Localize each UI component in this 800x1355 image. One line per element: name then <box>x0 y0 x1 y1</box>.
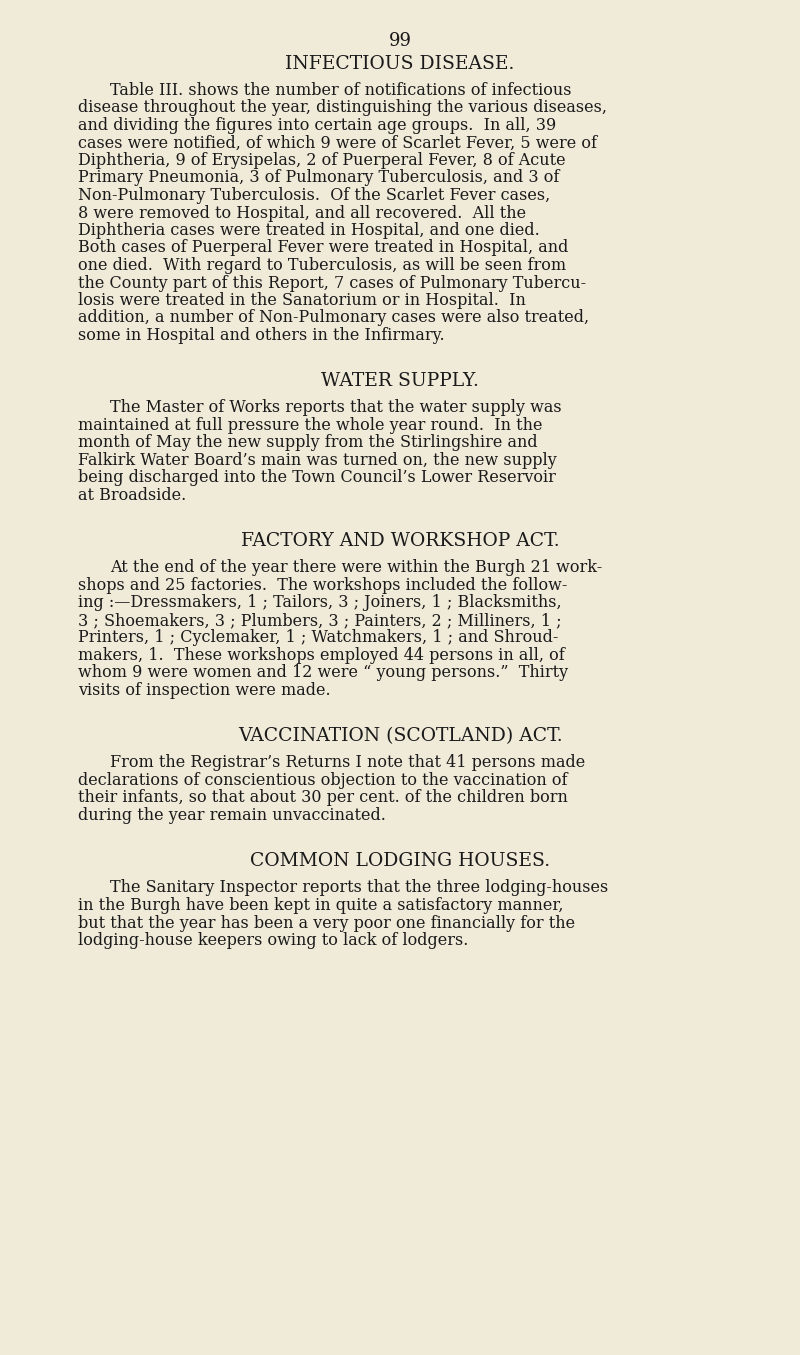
Text: 8 were removed to Hospital, and all recovered.  All the: 8 were removed to Hospital, and all reco… <box>78 205 526 221</box>
Text: but that the year has been a very poor one financially for the: but that the year has been a very poor o… <box>78 915 575 931</box>
Text: Falkirk Water Board’s main was turned on, the new supply: Falkirk Water Board’s main was turned on… <box>78 453 557 469</box>
Text: VACCINATION (SCOTLAND) ACT.: VACCINATION (SCOTLAND) ACT. <box>238 728 562 745</box>
Text: At the end of the year there were within the Burgh 21 work-: At the end of the year there were within… <box>110 560 602 576</box>
Text: Table III. shows the number of notifications of infectious: Table III. shows the number of notificat… <box>110 83 571 99</box>
Text: 3 ; Shoemakers, 3 ; Plumbers, 3 ; Painters, 2 ; Milliners, 1 ;: 3 ; Shoemakers, 3 ; Plumbers, 3 ; Painte… <box>78 612 562 629</box>
Text: maintained at full pressure the whole year round.  In the: maintained at full pressure the whole ye… <box>78 417 542 434</box>
Text: The Master of Works reports that the water supply was: The Master of Works reports that the wat… <box>110 400 562 416</box>
Text: month of May the new supply from the Stirlingshire and: month of May the new supply from the Sti… <box>78 435 538 451</box>
Text: some in Hospital and others in the Infirmary.: some in Hospital and others in the Infir… <box>78 327 445 344</box>
Text: visits of inspection were made.: visits of inspection were made. <box>78 682 330 699</box>
Text: Printers, 1 ; Cyclemaker, 1 ; Watchmakers, 1 ; and Shroud-: Printers, 1 ; Cyclemaker, 1 ; Watchmaker… <box>78 630 558 646</box>
Text: declarations of conscientious objection to the vaccination of: declarations of conscientious objection … <box>78 772 567 789</box>
Text: cases were notified, of which 9 were of Scarlet Fever, 5 were of: cases were notified, of which 9 were of … <box>78 134 597 152</box>
Text: addition, a number of Non-Pulmonary cases were also treated,: addition, a number of Non-Pulmonary case… <box>78 309 589 327</box>
Text: shops and 25 factories.  The workshops included the follow-: shops and 25 factories. The workshops in… <box>78 577 567 593</box>
Text: Diphtheria cases were treated in Hospital, and one died.: Diphtheria cases were treated in Hospita… <box>78 222 540 238</box>
Text: ing :—Dressmakers, 1 ; Tailors, 3 ; Joiners, 1 ; Blacksmiths,: ing :—Dressmakers, 1 ; Tailors, 3 ; Join… <box>78 595 562 611</box>
Text: their infants, so that about 30 per cent. of the children born: their infants, so that about 30 per cent… <box>78 790 568 806</box>
Text: WATER SUPPLY.: WATER SUPPLY. <box>321 373 479 390</box>
Text: one died.  With regard to Tuberculosis, as will be seen from: one died. With regard to Tuberculosis, a… <box>78 257 566 274</box>
Text: Diphtheria, 9 of Erysipelas, 2 of Puerperal Fever, 8 of Acute: Diphtheria, 9 of Erysipelas, 2 of Puerpe… <box>78 152 566 169</box>
Text: FACTORY AND WORKSHOP ACT.: FACTORY AND WORKSHOP ACT. <box>241 533 559 550</box>
Text: in the Burgh have been kept in quite a satisfactory manner,: in the Burgh have been kept in quite a s… <box>78 897 563 915</box>
Text: 99: 99 <box>389 33 411 50</box>
Text: being discharged into the Town Council’s Lower Reservoir: being discharged into the Town Council’s… <box>78 469 556 486</box>
Text: during the year remain unvaccinated.: during the year remain unvaccinated. <box>78 808 386 824</box>
Text: losis were treated in the Sanatorium or in Hospital.  In: losis were treated in the Sanatorium or … <box>78 291 526 309</box>
Text: and dividing the figures into certain age groups.  In all, 39: and dividing the figures into certain ag… <box>78 117 556 134</box>
Text: From the Registrar’s Returns I note that 41 persons made: From the Registrar’s Returns I note that… <box>110 755 586 771</box>
Text: at Broadside.: at Broadside. <box>78 486 186 504</box>
Text: Non-Pulmonary Tuberculosis.  Of the Scarlet Fever cases,: Non-Pulmonary Tuberculosis. Of the Scarl… <box>78 187 550 205</box>
Text: the County part of this Report, 7 cases of Pulmonary Tubercu-: the County part of this Report, 7 cases … <box>78 275 586 291</box>
Text: makers, 1.  These workshops employed 44 persons in all, of: makers, 1. These workshops employed 44 p… <box>78 646 565 664</box>
Text: Primary Pneumonia, 3 of Pulmonary Tuberculosis, and 3 of: Primary Pneumonia, 3 of Pulmonary Tuberc… <box>78 169 559 187</box>
Text: whom 9 were women and 12 were “ young persons.”  Thirty: whom 9 were women and 12 were “ young pe… <box>78 664 568 682</box>
Text: lodging-house keepers owing to lack of lodgers.: lodging-house keepers owing to lack of l… <box>78 932 468 948</box>
Text: INFECTIOUS DISEASE.: INFECTIOUS DISEASE. <box>286 56 514 73</box>
Text: Both cases of Puerperal Fever were treated in Hospital, and: Both cases of Puerperal Fever were treat… <box>78 240 568 256</box>
Text: The Sanitary Inspector reports that the three lodging-houses: The Sanitary Inspector reports that the … <box>110 879 608 897</box>
Text: COMMON LODGING HOUSES.: COMMON LODGING HOUSES. <box>250 852 550 870</box>
Text: disease throughout the year, distinguishing the various diseases,: disease throughout the year, distinguish… <box>78 99 607 117</box>
